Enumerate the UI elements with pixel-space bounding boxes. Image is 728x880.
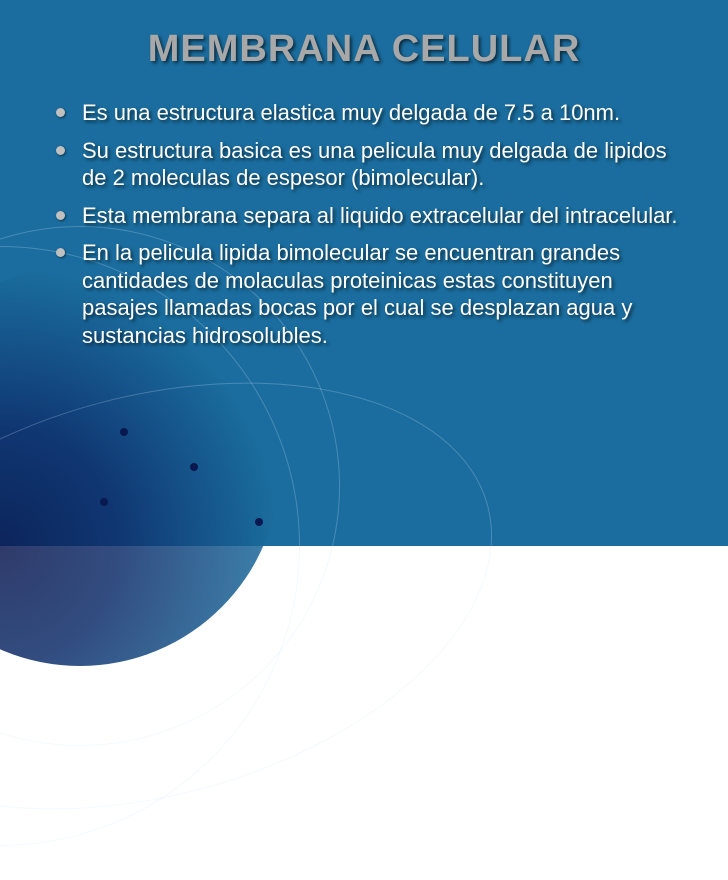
bullet-item: Esta membrana separa al liquido extracel…: [82, 202, 678, 230]
bullet-item: Su estructura basica es una pelicula muy…: [82, 137, 678, 192]
background-dot: [255, 518, 263, 526]
bullet-item: En la pelicula lipida bimolecular se enc…: [82, 239, 678, 349]
background-dot: [120, 428, 128, 436]
background-dot: [100, 498, 108, 506]
bullet-item: Es una estructura elastica muy delgada d…: [82, 99, 678, 127]
slide-title: MEMBRANA CELULAR: [50, 28, 678, 71]
slide: MEMBRANA CELULAR Es una estructura elast…: [0, 0, 728, 546]
slide-content: MEMBRANA CELULAR Es una estructura elast…: [0, 0, 728, 379]
background-dot: [190, 463, 198, 471]
bullet-list: Es una estructura elastica muy delgada d…: [50, 99, 678, 349]
